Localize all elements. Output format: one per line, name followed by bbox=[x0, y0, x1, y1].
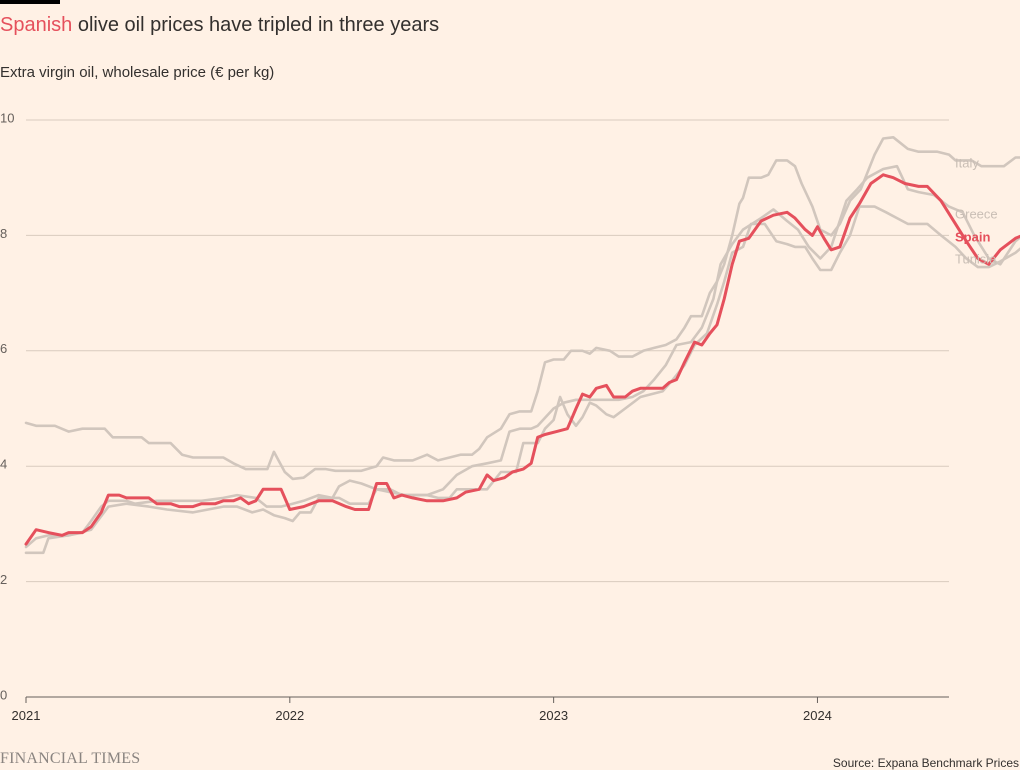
x-tick-label-2022: 2022 bbox=[275, 708, 304, 723]
series-line-spain bbox=[24, 173, 1020, 546]
y-tick-label-4: 4 bbox=[0, 457, 7, 472]
title-rest: olive oil prices have tripled in three y… bbox=[72, 14, 440, 36]
title-highlight: Spanish bbox=[0, 14, 73, 36]
x-tick-label-2021: 2021 bbox=[12, 708, 41, 723]
series-label-greece: Greece bbox=[955, 206, 998, 221]
y-tick-label-6: 6 bbox=[0, 341, 7, 356]
series-label-italy: Italy bbox=[955, 155, 979, 170]
ft-logo: FINANCIAL TIMES bbox=[0, 750, 141, 767]
y-tick-label-8: 8 bbox=[0, 226, 7, 241]
chart-title: Spanish olive oil prices have tripled in… bbox=[0, 14, 439, 37]
ft-accent-bar bbox=[0, 0, 60, 4]
x-tick-label-2024: 2024 bbox=[803, 708, 832, 723]
y-tick-label-10: 10 bbox=[0, 110, 14, 125]
series-label-spain: Spain bbox=[955, 229, 990, 244]
source-note: Source: Expana Benchmark Prices bbox=[832, 756, 1019, 770]
series-line-greece bbox=[24, 164, 1020, 549]
series-line-tunisia bbox=[24, 205, 1020, 555]
x-tick-label-2023: 2023 bbox=[539, 708, 568, 723]
series-line-italy bbox=[24, 136, 1020, 481]
y-tick-label-0: 0 bbox=[0, 687, 7, 702]
line-chart: 0 2 4 6 8 10 2021 2022 2023 2024 Italy Greece Spain T… bbox=[0, 110, 1020, 723]
series-label-tunisia: Tunisia bbox=[955, 251, 997, 266]
y-tick-label-2: 2 bbox=[0, 572, 7, 587]
chart-subtitle: Extra virgin oil, wholesale price (€ per… bbox=[0, 64, 275, 81]
